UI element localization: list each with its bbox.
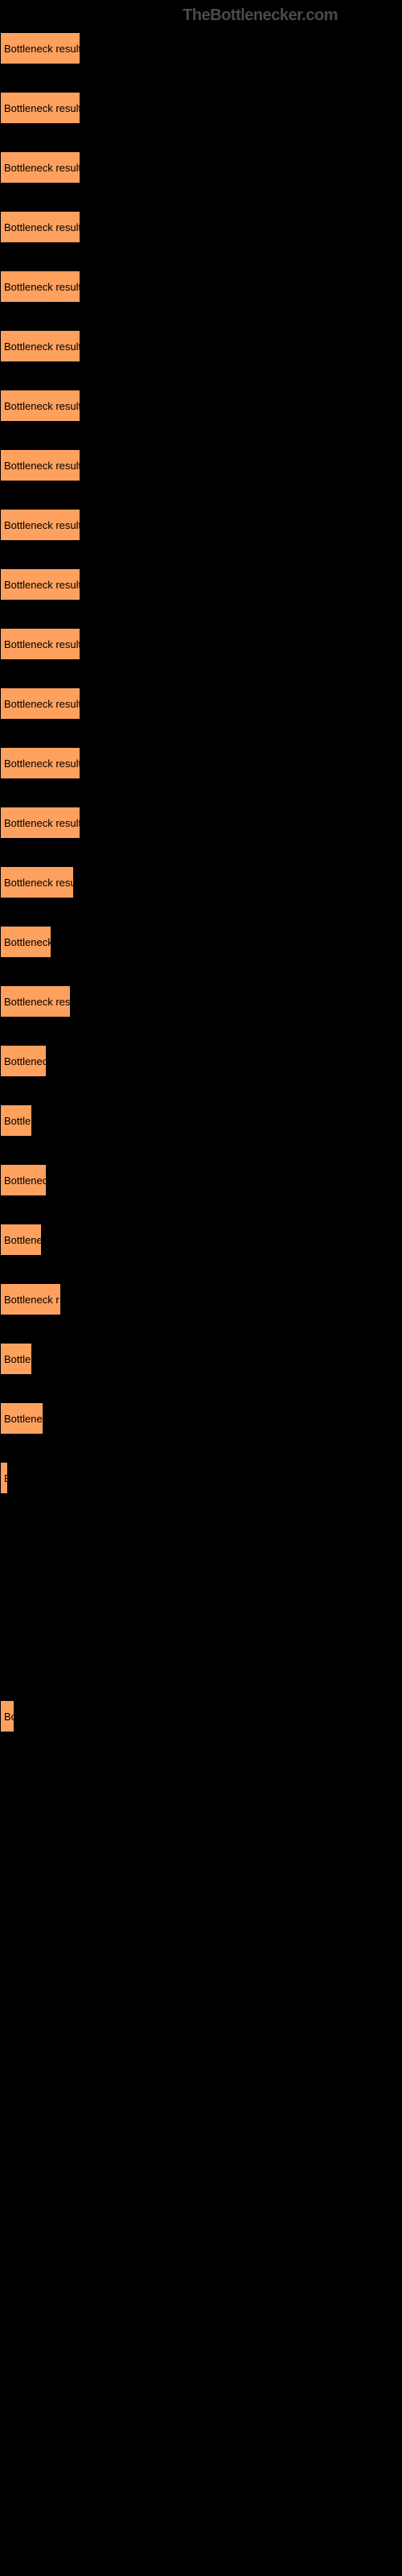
chart-bar: Bottleneck result [0, 509, 80, 541]
bar-label: Bottleneck r [4, 1294, 59, 1306]
bar-label: Bottleneck result [4, 221, 80, 233]
bar-label: Bo [4, 1711, 14, 1723]
chart-bar: Bottleneck [0, 926, 51, 958]
bar-chart: Bottleneck result Bottleneck result Bottle… [0, 32, 402, 1879]
bar-label: Bottleneck result [4, 400, 80, 412]
bar-label: Bottlene [4, 1413, 43, 1425]
chart-bar: Bottleneck result [0, 390, 80, 422]
chart-bar: Bottleneck r [0, 1283, 61, 1315]
bar-label: Bottleneck [4, 936, 51, 948]
bar-label: Bottleneck result [4, 460, 80, 472]
bar-label: Bottleneck res [4, 996, 70, 1008]
bar-label: Bottleneck result [4, 341, 80, 353]
chart-bar: Bottleneck result [0, 330, 80, 362]
chart-bar: Bottleneck result [0, 92, 80, 124]
bar-label: Bottleneck result [4, 102, 80, 114]
chart-bar: Bottleneck result [0, 687, 80, 720]
chart-bar: Bottleneck result [0, 807, 80, 839]
chart-bar: B [0, 1462, 8, 1494]
bar-label: Bottleneck result [4, 698, 80, 710]
bar-label: Bottleneck result [4, 638, 80, 650]
chart-bar: Bottleneck result [0, 568, 80, 601]
chart-bar: Bottleneck result [0, 628, 80, 660]
chart-bar: Bottleneck resu [0, 866, 74, 898]
bar-label: Bottle [4, 1115, 31, 1127]
watermark-text: TheBottlenecker.com [183, 6, 338, 25]
chart-bar: Bottleneck res [0, 985, 71, 1018]
chart-bar: Bottle [0, 1343, 32, 1375]
chart-bar: Bottleneck result [0, 151, 80, 184]
bar-label: Bottleneck result [4, 758, 80, 770]
chart-bar: Bottleneck result [0, 270, 80, 303]
bar-label: Bottle [4, 1353, 31, 1365]
bar-label: Bottleneck result [4, 579, 80, 591]
bar-label: Bottleneck result [4, 162, 80, 174]
bar-label: Bottleneck result [4, 43, 80, 55]
bar-label: Bottleneck resu [4, 877, 74, 889]
chart-bar: Bottleneck result [0, 211, 80, 243]
chart-bar: Bo [0, 1700, 14, 1732]
bar-label: Bottlene [4, 1234, 42, 1246]
bar-label: Bottleneck result [4, 519, 80, 531]
bar-label: Bottleneck result [4, 817, 80, 829]
chart-bar: Bottleneck result [0, 747, 80, 779]
chart-bar: Bottleneck result [0, 449, 80, 481]
bar-label: Bottlenec [4, 1174, 47, 1187]
bar-label: Bottleneck result [4, 281, 80, 293]
chart-bar: Bottlene [0, 1224, 42, 1256]
chart-bar: Bottleneck result [0, 32, 80, 64]
bar-label: B [4, 1472, 8, 1484]
chart-bar: Bottlene [0, 1402, 43, 1435]
chart-bar: Bottlenec [0, 1164, 47, 1196]
chart-bar: Bottlenec [0, 1045, 47, 1077]
chart-bar: Bottle [0, 1104, 32, 1137]
bar-label: Bottlenec [4, 1055, 47, 1067]
